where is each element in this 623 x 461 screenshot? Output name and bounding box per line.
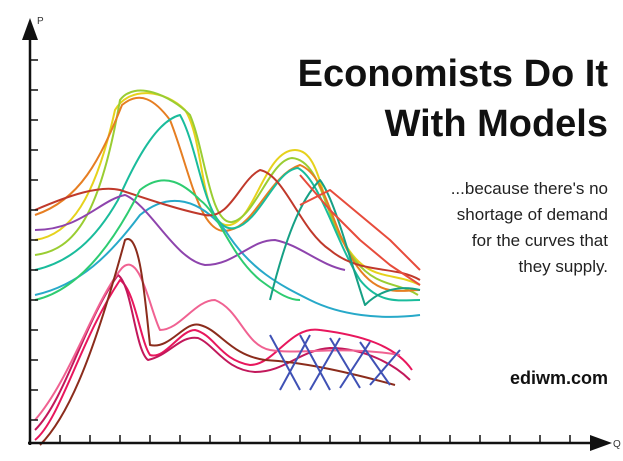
tagline-line: shortage of demand [457,205,608,224]
y-arrow [22,18,38,40]
tagline-line: they supply. [519,257,608,276]
x-axis-label: Q [613,439,621,450]
curve [34,279,413,441]
curve [34,263,401,421]
curve [34,169,421,281]
curve [299,174,421,286]
title-line: With Models [385,103,608,145]
axes: P Q [22,16,621,451]
curve [34,194,346,271]
axis-ticks [30,59,571,443]
x-arrow [590,435,612,451]
curve [39,238,396,446]
site-url: ediwm.com [510,368,608,388]
y-axis-label: P [37,16,44,27]
curve [34,199,421,318]
title-line: Economists Do It [298,53,609,95]
curve [269,334,401,391]
decorative-curves [34,89,421,446]
tagline-line: for the curves that [472,231,608,250]
tagline-line: ...because there's no [451,179,608,198]
curve [269,179,421,306]
curve [34,179,301,301]
